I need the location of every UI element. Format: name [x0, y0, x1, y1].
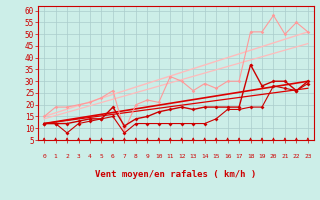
X-axis label: Vent moyen/en rafales ( km/h ): Vent moyen/en rafales ( km/h ) [95, 170, 257, 179]
